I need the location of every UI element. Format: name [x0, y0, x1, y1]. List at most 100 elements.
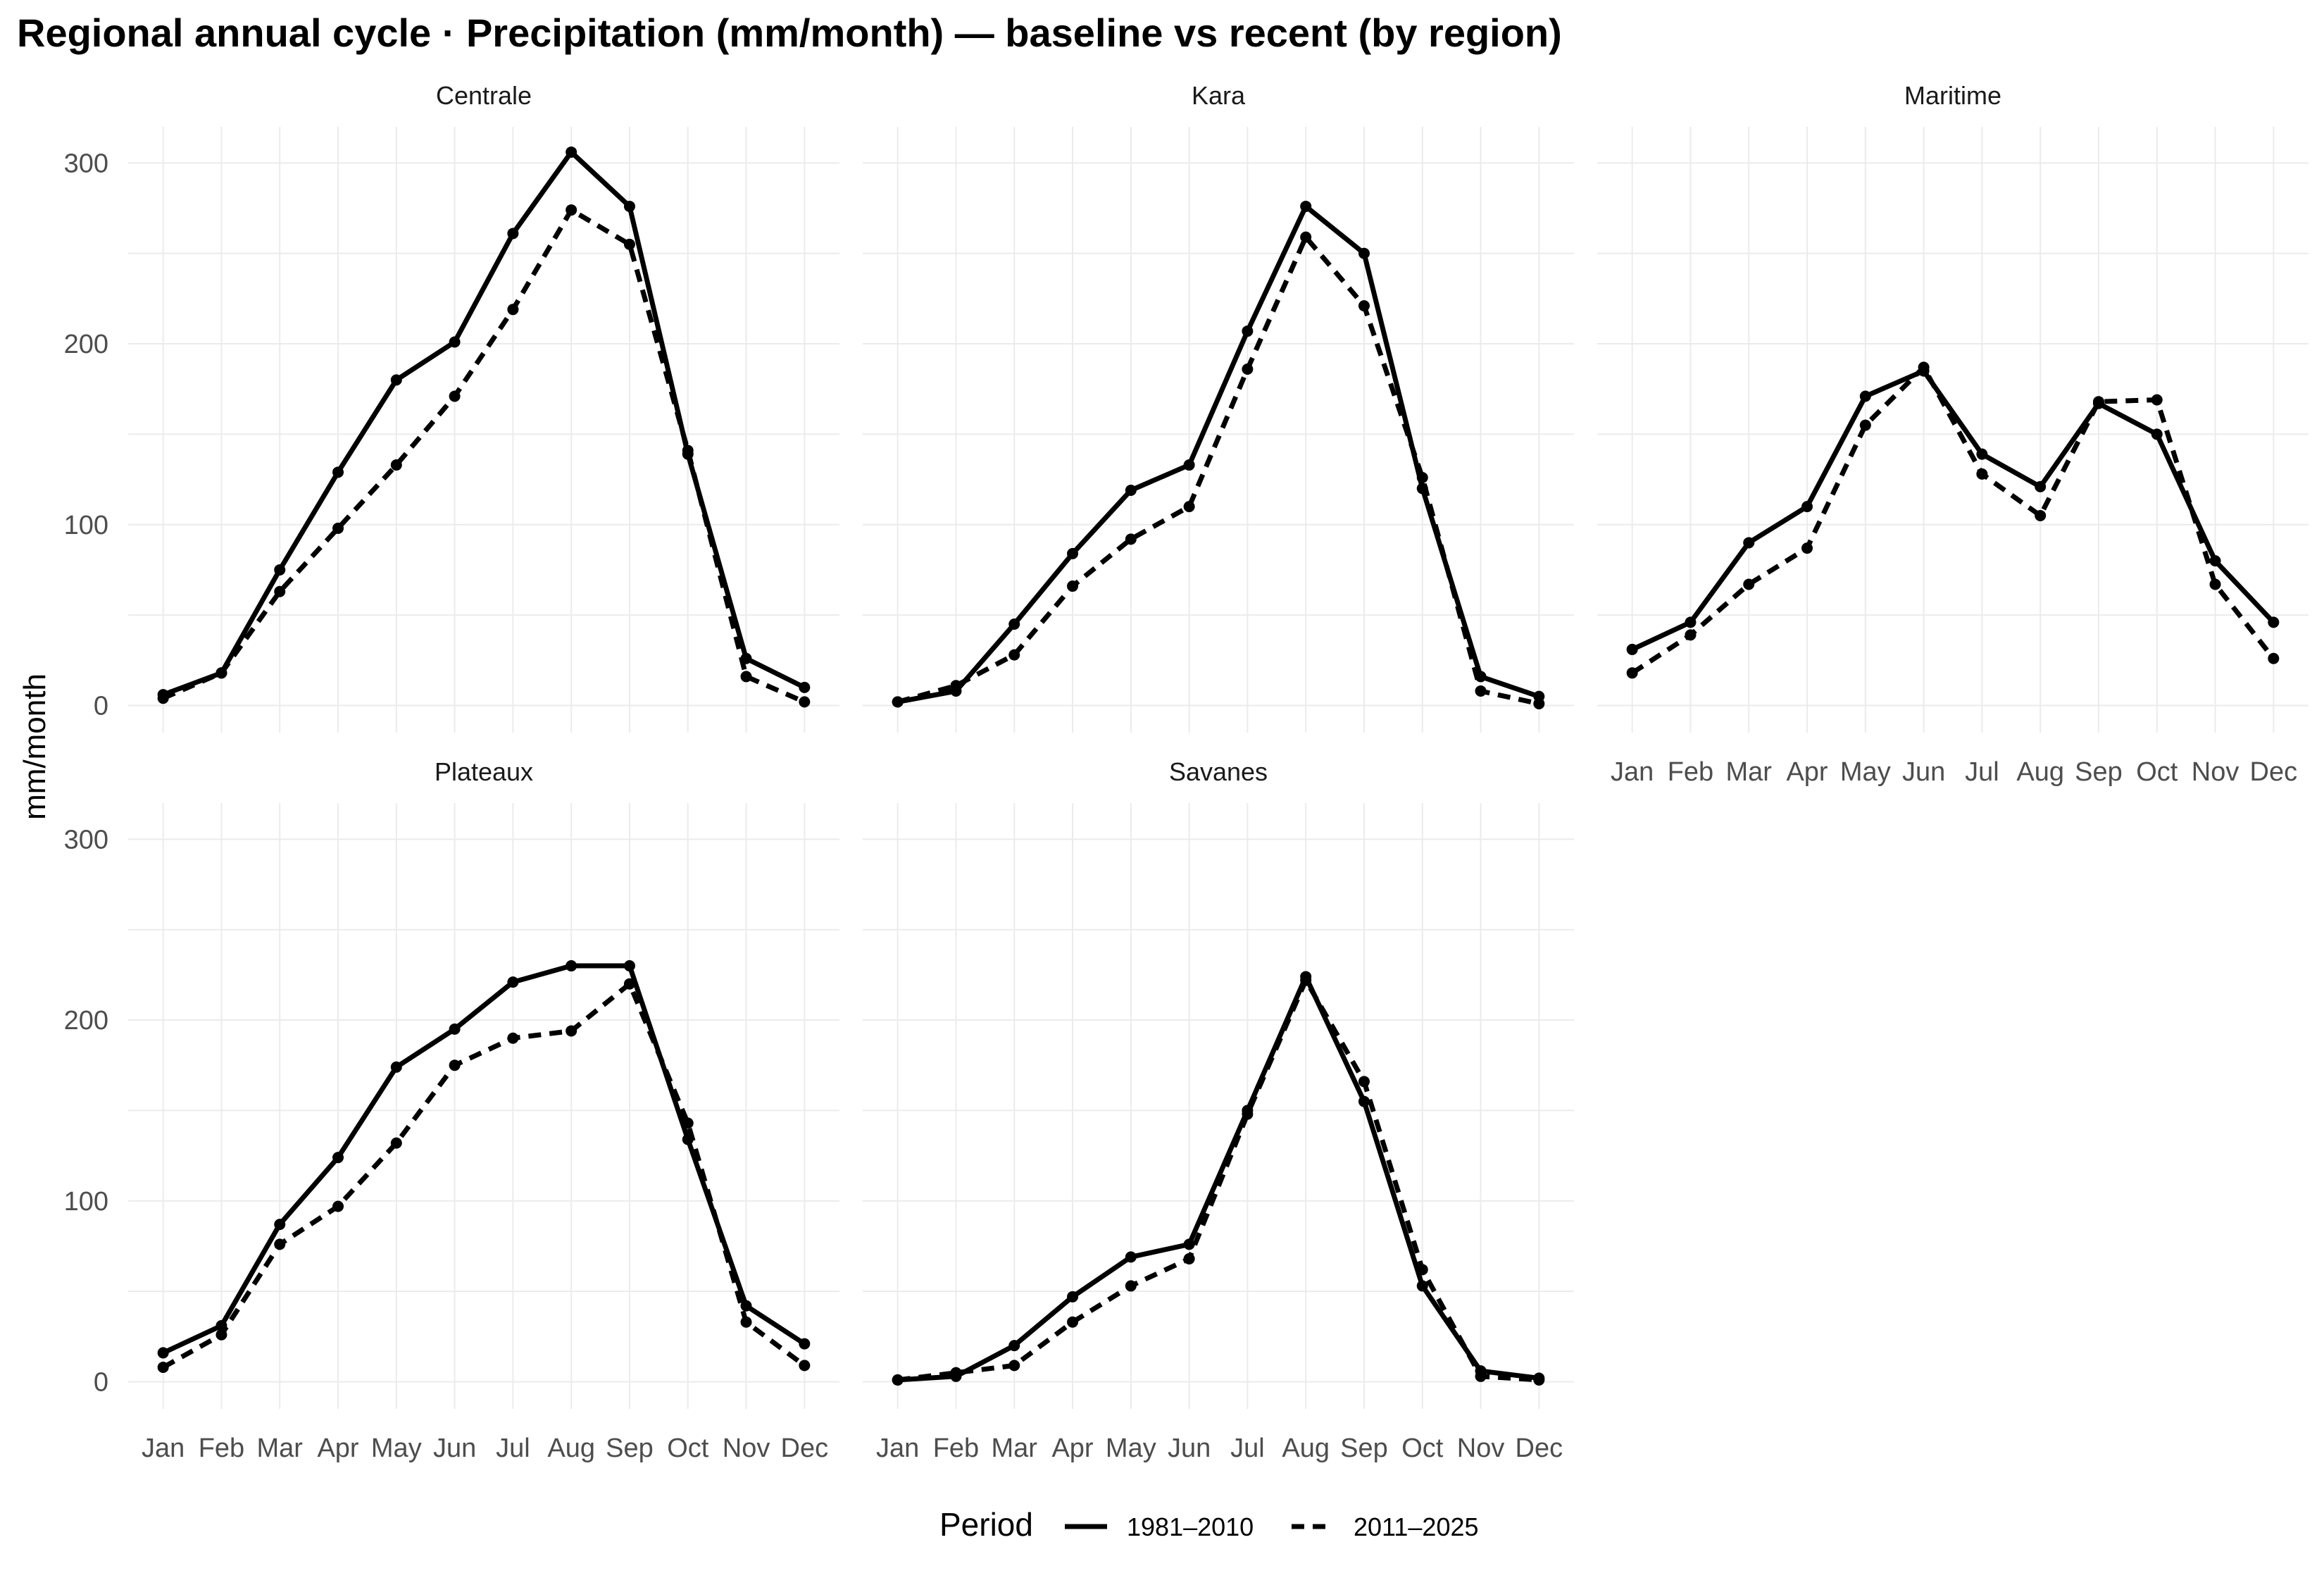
point-plateaux-2011-2025-sep — [623, 978, 635, 990]
point-plateaux-1981-2010-jul — [507, 976, 519, 988]
point-centrale-2011-2025-oct — [682, 445, 694, 456]
series-line-maritime-1981-2010 — [1631, 368, 2275, 652]
x-tick-label-feb: Feb — [1668, 757, 1713, 787]
panel-title-centrale: Centrale — [436, 81, 532, 110]
point-plateaux-1981-2010-apr — [332, 1152, 344, 1164]
panel-title-kara: Kara — [1192, 81, 1246, 110]
point-maritime-2011-2025-mar — [1743, 578, 1755, 590]
series-line-kara-1981-2010 — [897, 204, 1540, 704]
legend-label-baseline: 1981–2010 — [1127, 1512, 1254, 1541]
x-tick-label-jan: Jan — [142, 1434, 185, 1463]
point-savanes-2011-2025-jan — [892, 1374, 904, 1386]
series-line-kara-2011-2025 — [897, 235, 1540, 707]
point-savanes-2011-2025-feb — [950, 1367, 962, 1379]
point-maritime-1981-2010-jul — [1976, 448, 1988, 460]
y-tick-label: 200 — [64, 1006, 108, 1036]
point-plateaux-2011-2025-jun — [449, 1059, 461, 1071]
point-plateaux-2011-2025-mar — [274, 1238, 286, 1250]
point-savanes-2011-2025-nov — [1475, 1370, 1487, 1382]
point-kara-1981-2010-mar — [1008, 618, 1020, 630]
x-tick-label-aug: Aug — [547, 1434, 595, 1463]
panels-group: Centrale 0 100 200 300 Kara Maritime Jan Feb Mar A… — [64, 81, 2309, 1463]
y-tick-label: 0 — [94, 691, 108, 721]
point-plateaux-1981-2010-jun — [449, 1023, 461, 1035]
point-maritime-2011-2025-aug — [2035, 509, 2047, 521]
point-maritime-2011-2025-jan — [1626, 667, 1638, 679]
point-centrale-1981-2010-dec — [799, 681, 811, 693]
point-kara-2011-2025-dec — [1533, 697, 1545, 709]
x-tick-label-nov: Nov — [2192, 757, 2239, 787]
x-tick-label-oct: Oct — [667, 1434, 709, 1463]
point-centrale-1981-2010-jun — [449, 336, 461, 348]
x-tick-label-jul: Jul — [1230, 1434, 1265, 1463]
x-tick-label-dec: Dec — [2250, 757, 2298, 787]
x-tick-label-sep: Sep — [2075, 757, 2123, 787]
y-tick-label: 100 — [64, 511, 108, 540]
point-plateaux-1981-2010-dec — [799, 1338, 811, 1350]
x-tick-label-dec: Dec — [1516, 1434, 1563, 1463]
x-tick-label-apr: Apr — [1051, 1434, 1093, 1463]
x-tick-label-jun: Jun — [1902, 757, 1945, 787]
x-tick-label-feb: Feb — [199, 1434, 244, 1463]
point-centrale-2011-2025-feb — [215, 667, 227, 679]
point-plateaux-1981-2010-aug — [566, 960, 577, 972]
series-line-savanes-2011-2025 — [897, 978, 1539, 1383]
point-plateaux-2011-2025-may — [390, 1137, 402, 1149]
panel-title-plateaux: Plateaux — [435, 757, 533, 786]
x-tick-label-apr: Apr — [1786, 757, 1828, 787]
panel-savanes: Savanes Jan Feb Mar Apr May Jun Jul Aug Sep Oct Nov… — [863, 757, 1574, 1463]
point-maritime-1981-2010-nov — [2209, 555, 2221, 567]
point-savanes-2011-2025-jun — [1183, 1253, 1195, 1264]
point-centrale-1981-2010-jul — [507, 228, 519, 240]
point-savanes-2011-2025-dec — [1533, 1374, 1545, 1386]
point-kara-1981-2010-jun — [1183, 459, 1195, 471]
point-plateaux-2011-2025-jul — [507, 1032, 519, 1044]
x-tick-label-may: May — [371, 1434, 422, 1463]
x-tick-label-sep: Sep — [606, 1434, 654, 1463]
x-tick-label-aug: Aug — [1282, 1434, 1330, 1463]
x-tick-label-aug: Aug — [2016, 757, 2064, 787]
point-savanes-1981-2010-may — [1125, 1251, 1137, 1263]
point-centrale-2011-2025-apr — [332, 522, 344, 534]
point-kara-1981-2010-jul — [1242, 325, 1254, 337]
point-plateaux-2011-2025-apr — [332, 1200, 344, 1212]
y-tick-label: 300 — [64, 825, 108, 854]
panel-plateaux: Plateaux 0 100 200 300 Jan Feb Mar Apr May Jun Jul A… — [64, 757, 839, 1463]
x-tick-label-mar: Mar — [257, 1434, 304, 1463]
point-savanes-2011-2025-sep — [1358, 1076, 1370, 1088]
y-tick-label: 0 — [94, 1367, 108, 1397]
point-centrale-2011-2025-nov — [740, 671, 752, 683]
point-maritime-2011-2025-sep — [2092, 396, 2104, 408]
point-centrale-2011-2025-jun — [449, 390, 461, 402]
point-kara-2011-2025-aug — [1300, 231, 1312, 243]
point-maritime-1981-2010-jan — [1626, 643, 1638, 655]
point-savanes-1981-2010-jun — [1183, 1238, 1195, 1250]
legend-label-recent: 2011–2025 — [1354, 1512, 1479, 1541]
point-centrale-2011-2025-aug — [566, 204, 577, 216]
point-centrale-2011-2025-may — [390, 459, 402, 471]
point-plateaux-1981-2010-may — [390, 1061, 402, 1073]
point-maritime-2011-2025-nov — [2209, 578, 2221, 590]
x-tick-label-jun: Jun — [1168, 1434, 1211, 1463]
point-savanes-2011-2025-mar — [1008, 1360, 1020, 1372]
point-plateaux-2011-2025-feb — [215, 1329, 227, 1341]
point-maritime-2011-2025-jun — [1918, 361, 1930, 373]
panel-centrale: Centrale 0 100 200 300 — [64, 81, 839, 733]
point-plateaux-2011-2025-dec — [799, 1360, 811, 1372]
point-kara-1981-2010-may — [1125, 485, 1137, 496]
x-tick-label-oct: Oct — [2136, 757, 2178, 787]
point-maritime-1981-2010-dec — [2268, 616, 2280, 628]
x-tick-label-apr: Apr — [317, 1434, 358, 1463]
point-maritime-1981-2010-may — [1859, 390, 1871, 402]
panel-title-maritime: Maritime — [1904, 81, 2001, 110]
x-tick-label-jul: Jul — [1965, 757, 1999, 787]
y-tick-label: 300 — [64, 149, 108, 178]
point-kara-2011-2025-jun — [1183, 501, 1195, 513]
series-line-maritime-2011-2025 — [1630, 364, 2276, 676]
point-plateaux-2011-2025-jan — [157, 1361, 169, 1373]
point-savanes-1981-2010-sep — [1358, 1095, 1370, 1107]
series-line-plateaux-1981-2010 — [162, 963, 806, 1355]
point-plateaux-2011-2025-nov — [740, 1316, 752, 1328]
point-maritime-2011-2025-may — [1859, 419, 1871, 431]
point-centrale-2011-2025-dec — [799, 696, 811, 708]
